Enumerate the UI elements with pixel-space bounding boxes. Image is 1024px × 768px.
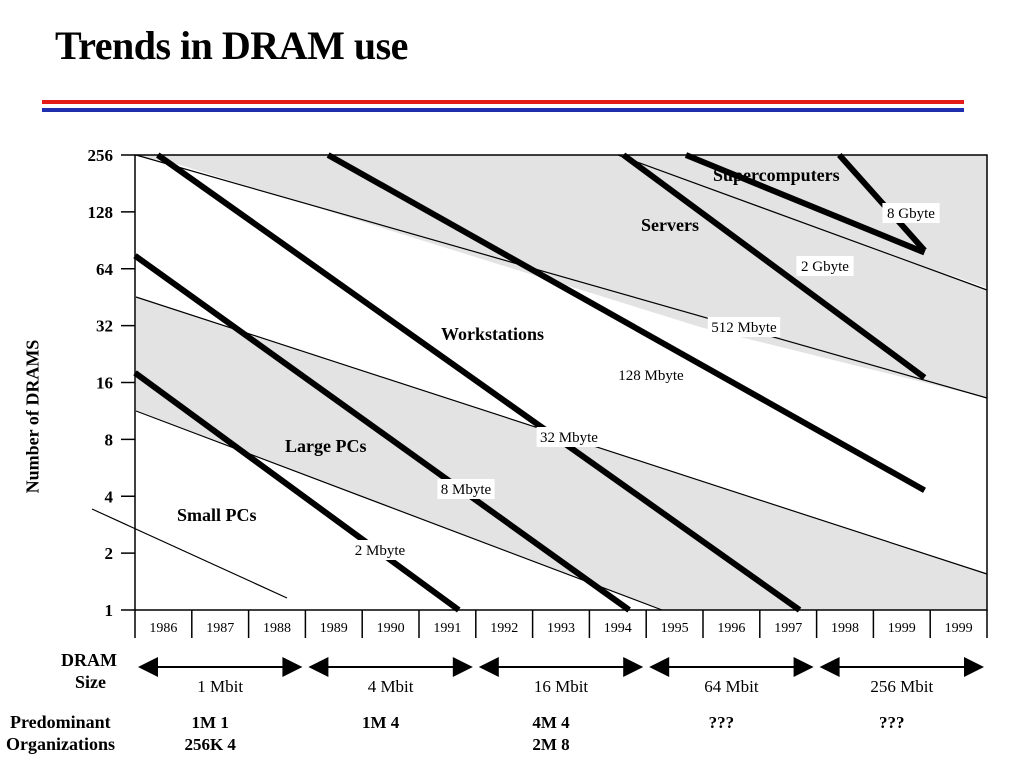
dram-size-label-line2: Size: [75, 672, 106, 692]
organization-line1-0: 1M 1: [192, 713, 229, 732]
memory-label-0: 2 Mbyte: [355, 543, 406, 559]
x-tick-label-1: 1987: [206, 621, 234, 636]
x-tick-label-9: 1995: [661, 621, 689, 636]
memory-label-bg-4: [707, 317, 781, 337]
page-title: Trends in DRAM use: [55, 23, 408, 68]
dram-size-label-2: 16 Mbit: [534, 677, 589, 696]
dram-size-arrow-right-3: [793, 657, 814, 677]
dram-size-label-0: 1 Mbit: [197, 677, 243, 696]
memory-label-6: 8 Gbyte: [887, 206, 935, 222]
dram-size-arrow-left-2: [478, 657, 499, 677]
x-tick-label-2: 1988: [263, 621, 291, 636]
memory-label-1: 8 Mbyte: [441, 482, 492, 498]
segment-label-workstations: Workstations: [441, 324, 545, 344]
organization-line1-2: 4M 4: [532, 713, 570, 732]
segment-label-small-pcs: Small PCs: [177, 505, 257, 525]
memory-label-2: 32 Mbyte: [540, 430, 598, 446]
market-band-0: [136, 155, 987, 610]
x-tick-label-10: 1996: [717, 621, 745, 636]
organization-line1-4: ???: [879, 713, 905, 732]
memory-label-bg-3: [614, 365, 688, 385]
segment-boundary-line-1: [135, 410, 663, 611]
memory-label-bg-2: [536, 427, 602, 447]
y-axis-label: Number of DRAMS: [22, 339, 43, 494]
segment-label-supercomputers: Supercomputers: [713, 165, 840, 185]
y-tick-label-4: 16: [96, 374, 113, 393]
organization-line1-3: ???: [709, 713, 735, 732]
memory-label-bg-0: [351, 540, 409, 560]
x-tick-label-7: 1993: [547, 621, 575, 636]
y-tick-label-0: 256: [88, 146, 114, 165]
x-tick-label-11: 1997: [774, 621, 802, 636]
memory-line-1: [133, 253, 631, 613]
memory-line-0: [133, 370, 461, 613]
segment-boundary-line-3: [135, 154, 988, 399]
dram-size-label-1: 4 Mbit: [368, 677, 414, 696]
dram-size-arrow-right-1: [452, 657, 473, 677]
memory-line-4: [621, 152, 927, 380]
dram-size-label-3: 64 Mbit: [704, 677, 759, 696]
memory-label-3: 128 Mbyte: [618, 368, 684, 384]
y-tick-label-1: 128: [88, 203, 114, 222]
memory-line-3: [326, 152, 926, 493]
x-tick-label-14: 1999: [945, 621, 973, 636]
organizations-label-line1: Predominant: [10, 712, 111, 732]
y-tick-label-3: 32: [96, 317, 113, 336]
memory-line-5: [684, 152, 926, 256]
organization-line1-1: 1M 4: [362, 713, 400, 732]
title-rule-red: [42, 100, 964, 104]
x-tick-label-6: 1992: [490, 621, 518, 636]
segment-label-servers: Servers: [641, 215, 699, 235]
organizations-label-line2: Organizations: [6, 734, 116, 754]
x-tick-label-3: 1989: [320, 621, 348, 636]
title-rule-blue: [42, 108, 964, 112]
dram-size-arrow-left-0: [138, 657, 158, 677]
y-tick-label-7: 2: [105, 544, 114, 563]
x-tick-label-13: 1999: [888, 621, 916, 636]
y-tick-label-2: 64: [96, 260, 114, 279]
dram-size-arrow-left-3: [649, 657, 670, 677]
segment-boundary-line-4: [617, 154, 988, 291]
memory-line-2: [155, 152, 802, 613]
x-tick-label-5: 1991: [433, 621, 461, 636]
organization-line2-0: 256K 4: [184, 735, 236, 754]
organization-line2-2: 2M 8: [532, 735, 569, 754]
memory-label-5: 2 Gbyte: [801, 259, 849, 275]
memory-label-bg-6: [882, 203, 940, 223]
dram-size-arrow-right-0: [282, 657, 303, 677]
memory-label-bg-1: [437, 479, 495, 499]
dram-size-label-4: 256 Mbit: [870, 677, 933, 696]
x-tick-label-8: 1994: [604, 621, 632, 636]
x-tick-label-4: 1990: [377, 621, 405, 636]
dram-size-arrow-left-4: [819, 657, 840, 677]
segment-label-large-pcs: Large PCs: [285, 436, 367, 456]
dram-size-arrow-right-2: [623, 657, 644, 677]
dram-size-label-line1: DRAM: [61, 650, 117, 670]
y-tick-label-6: 4: [105, 487, 114, 506]
dram-size-arrow-right-4: [964, 657, 984, 677]
y-tick-label-8: 1: [105, 601, 114, 620]
x-tick-label-12: 1998: [831, 621, 859, 636]
segment-boundary-line-0: [91, 508, 288, 599]
memory-line-6: [837, 153, 927, 253]
x-tick-label-0: 1986: [149, 621, 177, 636]
memory-label-4: 512 Mbyte: [711, 320, 777, 336]
y-tick-label-5: 8: [105, 430, 114, 449]
memory-label-bg-5: [796, 256, 854, 276]
dram-size-arrow-left-1: [308, 657, 329, 677]
